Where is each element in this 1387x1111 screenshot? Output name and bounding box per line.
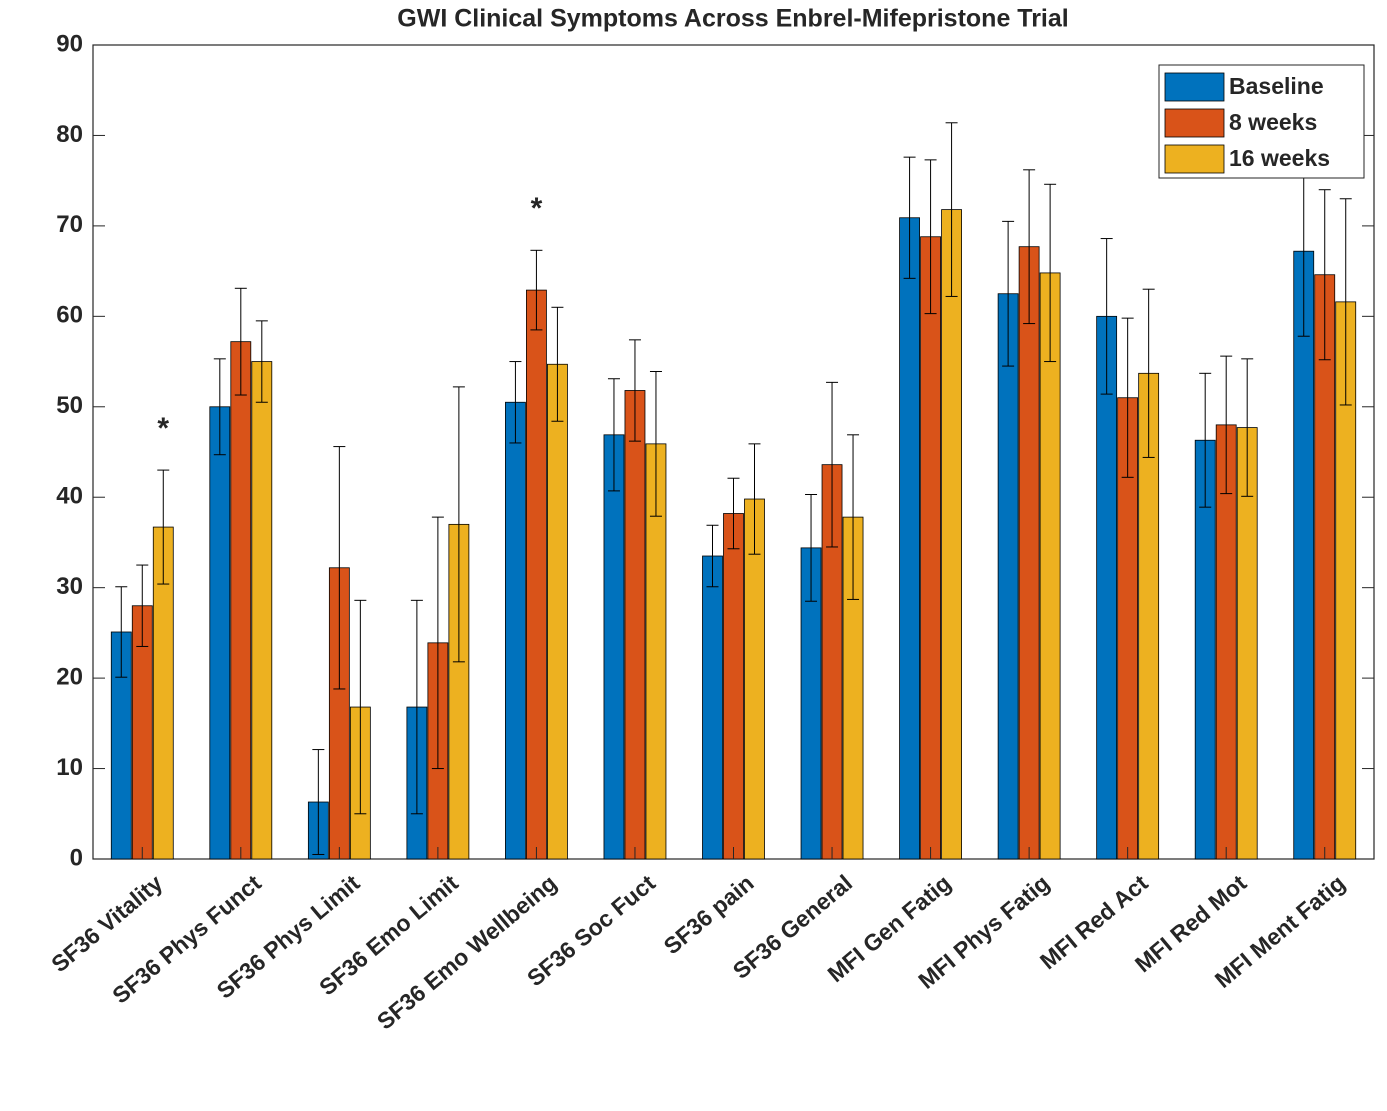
error-bar: [452, 386, 465, 663]
error-bar: [628, 339, 641, 442]
y-tick-label: 90: [56, 30, 83, 57]
error-bar: [847, 434, 860, 600]
error-bar: [1142, 288, 1155, 458]
bar: [899, 217, 920, 860]
legend-swatch: [1164, 144, 1225, 174]
bar: [547, 363, 568, 860]
legend-label: 16 weeks: [1229, 145, 1330, 171]
chart-title: GWI Clinical Symptoms Across Enbrel-Mife…: [397, 5, 1068, 33]
error-bar: [255, 320, 268, 403]
error-bar: [805, 494, 818, 602]
annotation: *: [157, 412, 169, 445]
bar: [941, 209, 962, 860]
error-bar: [354, 599, 367, 815]
y-tick-label: 60: [56, 302, 83, 329]
y-tick-label: 30: [56, 573, 83, 600]
error-bar: [509, 361, 522, 444]
error-bar: [157, 469, 170, 585]
bar: [209, 406, 231, 860]
error-bar: [234, 287, 247, 396]
error-bar: [826, 381, 839, 548]
bar: [920, 236, 941, 860]
error-bar: [213, 358, 226, 456]
y-tick-label: 70: [56, 211, 83, 238]
error-bar: [924, 159, 937, 315]
y-tick-label: 80: [56, 121, 83, 148]
error-bar: [115, 586, 128, 678]
legend: Baseline 8 weeks 16 weeks: [1158, 64, 1365, 179]
error-bar: [551, 306, 564, 422]
legend-swatch: [1164, 72, 1225, 102]
legend-label: Baseline: [1229, 73, 1324, 99]
bar: [251, 361, 273, 860]
y-tick-label: 50: [56, 392, 83, 419]
bar: [702, 555, 723, 860]
error-bar: [333, 446, 346, 690]
y-tick-label: 20: [56, 663, 83, 690]
error-bar: [727, 477, 740, 550]
error-bar: [1199, 372, 1212, 508]
error-bar: [748, 443, 761, 555]
bar: [1018, 246, 1040, 860]
y-tick-label: 40: [56, 483, 83, 510]
bar: [603, 434, 625, 860]
error-bar: [1318, 189, 1331, 361]
error-bar: [1023, 169, 1036, 325]
error-bar: [945, 122, 958, 297]
error-bar: [312, 749, 325, 855]
error-bar: [431, 516, 444, 770]
error-bar: [1121, 317, 1134, 478]
error-bar: [649, 371, 662, 517]
error-bar: [1220, 355, 1233, 495]
x-tick-label: SF36 Emo Wellbeing: [372, 870, 562, 1035]
error-bar: [530, 249, 543, 331]
bar: [505, 401, 526, 860]
bar: [1293, 250, 1315, 860]
error-bar: [903, 156, 916, 279]
bar: [1314, 274, 1336, 860]
bar: [997, 293, 1019, 860]
error-bar: [410, 599, 423, 815]
error-bar: [1339, 198, 1352, 406]
error-bar: [1044, 183, 1057, 363]
y-tick-label: 10: [56, 754, 83, 781]
error-bar: [1241, 358, 1254, 497]
x-tick-label: SF36 pain: [659, 870, 759, 960]
bar: [723, 513, 744, 860]
error-bar: [136, 564, 149, 647]
error-bar: [1100, 238, 1113, 395]
error-bar: [1002, 220, 1015, 367]
legend-swatch: [1164, 108, 1225, 138]
bar: [230, 341, 252, 860]
legend-label: 8 weeks: [1229, 109, 1317, 135]
y-tick-label: 0: [70, 844, 83, 871]
bar: [1096, 315, 1118, 860]
bar: [624, 390, 646, 860]
annotation: *: [531, 192, 543, 225]
error-bar: [607, 378, 620, 492]
error-bar: [706, 524, 719, 588]
bar: [526, 289, 547, 860]
